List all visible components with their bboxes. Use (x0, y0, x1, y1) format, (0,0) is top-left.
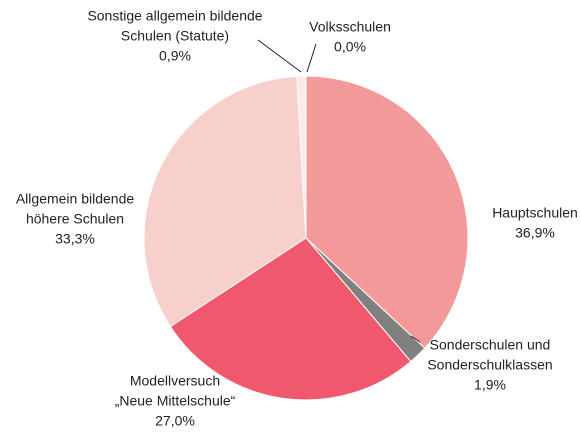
slice-label: „Neue Mittelschule“ (115, 393, 236, 409)
value-label: 33,3% (55, 231, 95, 247)
slice-label: Sonderschulklassen (427, 357, 552, 373)
value-label: 0,9% (159, 48, 191, 64)
pie-slice (305, 75, 469, 349)
slice-label: Sonstige allgemein bildende (87, 8, 262, 24)
slice-label: Volksschulen (309, 19, 391, 35)
value-label: 36,9% (515, 225, 555, 241)
slices (143, 75, 469, 401)
slice-label: höhere Schulen (26, 211, 124, 227)
slice-label: Allgemein bildende (16, 191, 135, 207)
value-label: 1,9% (474, 377, 506, 393)
slice-label: Modellversuch (130, 373, 220, 389)
value-label: 27,0% (155, 413, 195, 429)
slice-label: Hauptschulen (492, 205, 578, 221)
slice-label: Sonderschulen und (430, 337, 551, 353)
pie-slice (143, 75, 307, 328)
leader-line (306, 43, 317, 73)
value-label: 0,0% (334, 39, 366, 55)
pie-slice (296, 75, 307, 239)
leader-line (410, 335, 421, 343)
slice-label: Schulen (Statute) (121, 28, 229, 44)
leader-line (257, 39, 302, 73)
pie-slice (169, 237, 412, 401)
